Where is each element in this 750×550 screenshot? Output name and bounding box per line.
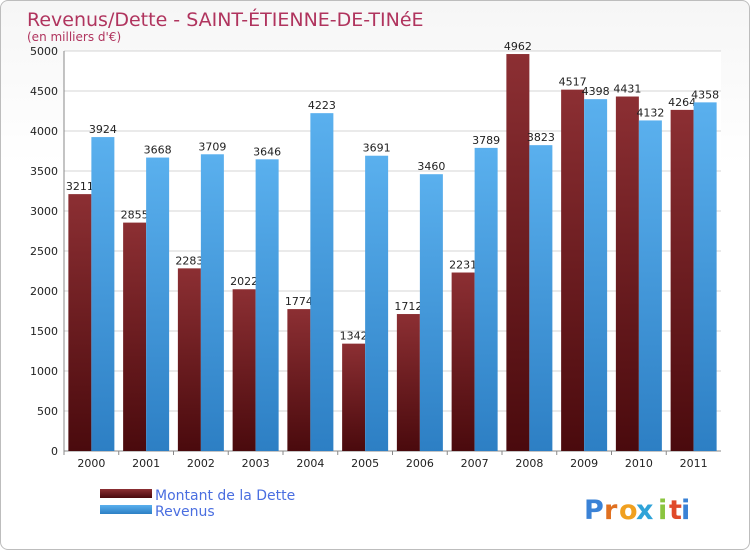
debt-bar <box>123 222 147 451</box>
legend-label: Montant de la Dette <box>155 488 295 504</box>
x-tick-label: 2003 <box>242 457 270 470</box>
revenue-bar <box>474 147 498 451</box>
logo-letter: r <box>604 495 618 526</box>
y-tick-label: 2500 <box>30 245 58 258</box>
debt-bar-label: 4431 <box>613 83 641 96</box>
chart-subtitle: (en milliers d'€) <box>27 30 121 44</box>
revenue-bar-legend-swatch <box>100 505 152 514</box>
debt-bar-label: 1774 <box>285 295 313 308</box>
debt-bar <box>506 54 530 451</box>
debt-bar-label: 4264 <box>668 96 696 109</box>
debt-bar <box>670 109 694 451</box>
revenue-bar <box>693 102 717 452</box>
chart-title: Revenus/Dette - SAINT-ÉTIENNE-DE-TINéE <box>27 8 424 31</box>
debt-bar-label: 1342 <box>340 330 368 343</box>
revenue-bar-label: 3823 <box>527 131 555 144</box>
revenue-bar-label: 3460 <box>417 160 445 173</box>
debt-bar <box>342 343 366 451</box>
y-tick-label: 1500 <box>30 325 58 338</box>
y-tick-label: 500 <box>37 405 58 418</box>
revenue-bar <box>310 113 334 451</box>
revenue-bar-label: 3691 <box>363 142 391 155</box>
debt-bar-label: 1712 <box>394 300 422 313</box>
revenue-bar <box>419 174 443 451</box>
plot-area: 0 500 1000 1500 2000 2500 3000 3500 4000 4500 5000… <box>30 40 721 470</box>
y-tick-label: 5000 <box>30 45 58 58</box>
logo-letter: o <box>619 495 638 526</box>
revenue-bar-label: 4398 <box>582 85 610 98</box>
debt-bar <box>615 96 639 452</box>
revenue-bar <box>529 145 553 451</box>
revenue-bar <box>255 159 279 451</box>
legend-label: Revenus <box>155 504 215 520</box>
y-tick-label: 0 <box>51 445 58 458</box>
revenue-bar <box>638 120 662 451</box>
debt-bar-label: 2283 <box>175 254 203 267</box>
debt-bar-legend-swatch <box>100 489 152 498</box>
debt-bar-label: 2022 <box>230 275 258 288</box>
debt-bar-label: 2855 <box>121 209 149 222</box>
revenue-bar-label: 3924 <box>89 123 117 136</box>
x-tick-label: 2005 <box>351 457 379 470</box>
revenue-bar-label: 4358 <box>691 88 719 101</box>
revenue-bar-label: 3709 <box>198 140 226 153</box>
y-tick-label: 1000 <box>30 365 58 378</box>
revenue-bar <box>146 157 170 451</box>
debt-bar <box>68 194 92 451</box>
x-tick-label: 2006 <box>406 457 434 470</box>
logo-letter: i <box>681 495 690 526</box>
x-tick-label: 2010 <box>625 457 653 470</box>
debt-bar <box>396 314 420 451</box>
x-tick-label: 2004 <box>296 457 324 470</box>
debt-bar <box>561 89 585 451</box>
debt-bar <box>232 289 256 451</box>
x-tick-label: 2009 <box>570 457 598 470</box>
y-tick-label: 3500 <box>30 165 58 178</box>
debt-bar <box>287 309 311 451</box>
debt-bar-label: 3211 <box>66 180 94 193</box>
revenue-bar-label: 3668 <box>144 144 172 157</box>
x-tick-label: 2008 <box>515 457 543 470</box>
logo-letter: t <box>669 495 682 526</box>
revenue-bar <box>365 155 389 451</box>
debt-bar-label: 2231 <box>449 259 477 272</box>
y-tick-label: 4000 <box>30 125 58 138</box>
revenue-bar-label: 4132 <box>636 106 664 119</box>
y-tick-label: 3000 <box>30 205 58 218</box>
x-tick-label: 2002 <box>187 457 215 470</box>
revenue-bar-label: 4223 <box>308 99 336 112</box>
debt-bar <box>451 272 475 451</box>
revenue-bar <box>200 154 224 451</box>
revenue-bar <box>91 137 115 451</box>
debt-bar-label: 4962 <box>504 40 532 53</box>
x-tick-label: 2007 <box>461 457 489 470</box>
x-tick-label: 2000 <box>77 457 105 470</box>
debt-bar <box>177 268 201 451</box>
y-tick-label: 2000 <box>30 285 58 298</box>
x-tick-label: 2011 <box>680 457 708 470</box>
x-tick-label: 2001 <box>132 457 160 470</box>
logo-letter: P <box>584 495 604 526</box>
logo-letter: i <box>658 495 667 526</box>
revenue-bar-label: 3646 <box>253 145 281 158</box>
revenue-bar <box>584 99 608 451</box>
logo-letter: x <box>636 495 653 526</box>
revenue-bar-label: 3789 <box>472 134 500 147</box>
y-tick-label: 4500 <box>30 85 58 98</box>
debt-bar-label: 4517 <box>559 76 587 89</box>
